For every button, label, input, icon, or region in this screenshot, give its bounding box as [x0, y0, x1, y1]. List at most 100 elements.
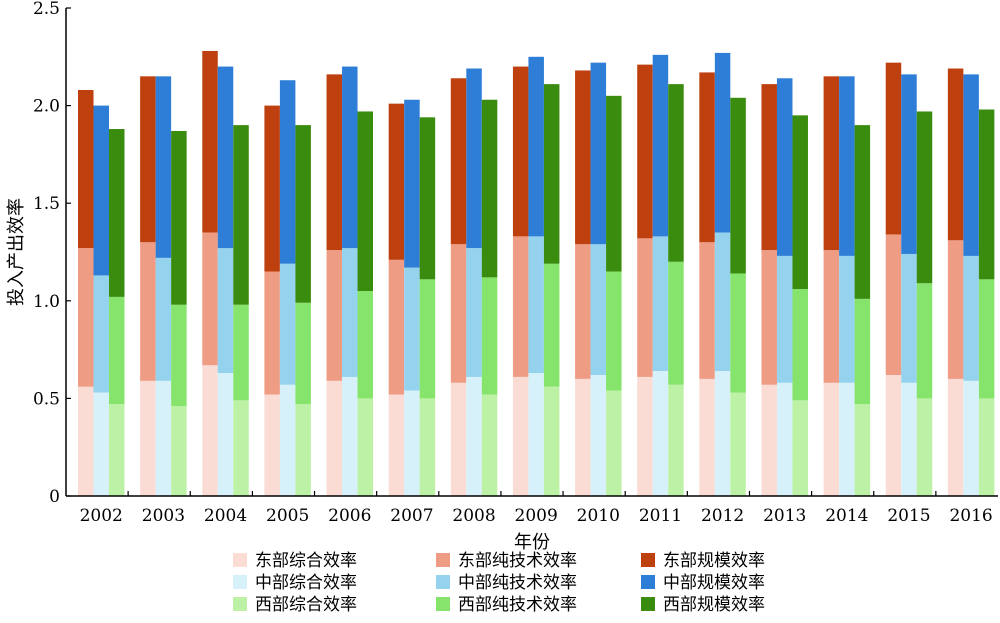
y-ticks: 0 0.5 1.0 1.5 2.0 2.5	[33, 0, 71, 507]
x-tick-label: 2009	[515, 506, 558, 526]
bar-segment-2013-西部纯技术效率	[792, 289, 808, 401]
bar-segment-2013-中部纯技术效率	[776, 255, 793, 383]
bar-segment-2004-西部纯技术效率	[233, 304, 249, 401]
bar-segment-2008-西部综合效率	[481, 394, 498, 496]
bar-segment-2005-西部规模效率	[295, 125, 311, 303]
bar-segment-2012-东部综合效率	[699, 378, 715, 496]
axes-layer	[65, 8, 998, 497]
bar-segment-2003-中部规模效率	[155, 76, 172, 258]
bar-segment-2011-西部规模效率	[668, 84, 684, 262]
x-tick-label: 2004	[204, 506, 247, 526]
bar-segment-2004-中部综合效率	[217, 373, 234, 496]
bar-segment-2009-西部规模效率	[543, 84, 560, 264]
legend-label: 东部规模效率	[663, 551, 765, 571]
bar-segment-2008-中部纯技术效率	[466, 248, 482, 377]
bar-segment-2014-西部规模效率	[854, 125, 871, 299]
bar-segment-2015-东部纯技术效率	[885, 234, 902, 375]
x-tick-label: 2016	[949, 506, 992, 526]
bar-segment-2011-中部规模效率	[652, 54, 669, 237]
x-tick-label: 2015	[887, 506, 930, 526]
legend-swatch	[233, 553, 247, 567]
legend-swatch	[436, 597, 450, 611]
bar-segment-2016-中部纯技术效率	[963, 255, 979, 381]
bar-segment-2010-东部综合效率	[575, 378, 591, 496]
bar-segment-2006-中部综合效率	[342, 376, 358, 496]
x-tick-label: 2002	[80, 506, 123, 526]
y-tick-label: 0	[49, 487, 60, 507]
bar-segment-2002-西部综合效率	[109, 404, 125, 496]
bar-segment-2012-中部综合效率	[714, 371, 731, 496]
bar-segment-2006-东部规模效率	[326, 74, 343, 251]
bar-segment-2007-中部纯技术效率	[404, 267, 420, 391]
bar-segment-2002-中部规模效率	[93, 105, 109, 276]
bar-segment-2015-西部规模效率	[916, 111, 933, 284]
legend-swatch	[641, 553, 655, 567]
bar-segment-2009-中部综合效率	[528, 373, 544, 496]
bar-segment-2010-东部纯技术效率	[575, 244, 591, 379]
bar-segment-2008-西部规模效率	[481, 99, 498, 278]
bar-segment-2009-东部规模效率	[512, 66, 529, 237]
bar-segment-2011-东部规模效率	[637, 64, 653, 239]
x-tick-label: 2013	[763, 506, 806, 526]
bar-segment-2014-中部规模效率	[839, 76, 855, 256]
bar-segment-2014-中部综合效率	[839, 382, 855, 496]
bar-segment-2016-中部综合效率	[963, 380, 979, 496]
bar-segment-2015-西部纯技术效率	[916, 283, 933, 399]
legend-label: 东部综合效率	[255, 551, 357, 571]
bar-segment-2014-中部纯技术效率	[839, 255, 855, 383]
y-tick-label: 0.5	[33, 389, 60, 409]
bar-segment-2014-西部综合效率	[854, 404, 871, 496]
bar-segment-2010-西部规模效率	[606, 95, 622, 272]
bar-segment-2014-西部纯技术效率	[854, 298, 871, 405]
bar-segment-2013-东部综合效率	[761, 384, 777, 496]
bar-segment-2003-中部纯技术效率	[155, 257, 172, 381]
bar-segment-2006-东部纯技术效率	[326, 250, 343, 381]
bar-segment-2005-东部规模效率	[264, 105, 280, 272]
bar-segment-2005-中部规模效率	[279, 80, 296, 264]
bar-segment-2006-西部综合效率	[357, 398, 374, 496]
bar-segment-2010-中部综合效率	[590, 374, 607, 496]
y-axis-title: 投入产出效率	[6, 198, 27, 306]
bar-segment-2007-中部综合效率	[404, 390, 420, 496]
y-tick-label: 2.0	[33, 97, 60, 117]
legend-label: 西部规模效率	[663, 595, 765, 615]
bar-segment-2015-中部综合效率	[901, 382, 917, 496]
bar-segment-2016-西部纯技术效率	[978, 279, 995, 399]
bar-segment-2015-东部规模效率	[885, 62, 902, 235]
bar-segment-2012-东部纯技术效率	[699, 242, 715, 379]
bar-segment-2011-东部纯技术效率	[637, 238, 653, 377]
bar-segment-2016-东部纯技术效率	[947, 240, 964, 379]
bar-segment-2006-东部综合效率	[326, 380, 343, 496]
bar-segment-2008-东部纯技术效率	[450, 244, 467, 383]
bar-segment-2012-西部综合效率	[730, 392, 746, 496]
bar-segment-2006-中部规模效率	[342, 66, 358, 249]
bar-segment-2009-西部综合效率	[543, 386, 560, 496]
bar-segment-2007-东部纯技术效率	[388, 259, 405, 395]
legend-swatch	[233, 575, 247, 589]
bar-segment-2007-西部规模效率	[419, 117, 436, 280]
bar-segment-2013-中部综合效率	[776, 382, 793, 496]
x-axis-title: 年份	[514, 532, 550, 553]
bar-segment-2015-中部规模效率	[901, 74, 917, 254]
bar-segment-2016-西部综合效率	[978, 398, 995, 496]
bar-segment-2013-西部综合效率	[792, 400, 808, 496]
bar-segment-2012-东部规模效率	[699, 72, 715, 243]
bar-segment-2008-西部纯技术效率	[481, 277, 498, 395]
bar-segment-2005-东部纯技术效率	[264, 271, 280, 395]
bar-segment-2006-西部规模效率	[357, 111, 374, 292]
bar-segment-2007-西部综合效率	[419, 398, 436, 496]
bar-segment-2008-东部综合效率	[450, 382, 467, 496]
bar-segment-2004-西部规模效率	[233, 125, 249, 305]
bar-segment-2010-西部综合效率	[606, 390, 622, 496]
y-tick-label: 2.5	[33, 0, 60, 19]
legend-swatch	[641, 575, 655, 589]
y-tick-label: 1.5	[33, 194, 60, 214]
legend-swatch	[436, 575, 450, 589]
bar-segment-2010-中部纯技术效率	[590, 244, 607, 375]
bar-segment-2004-西部综合效率	[233, 400, 249, 496]
bar-segment-2012-西部规模效率	[730, 97, 746, 274]
bar-segment-2009-东部综合效率	[512, 376, 529, 496]
bar-segment-2007-西部纯技术效率	[419, 279, 436, 399]
bar-segment-2014-东部纯技术效率	[823, 250, 840, 383]
